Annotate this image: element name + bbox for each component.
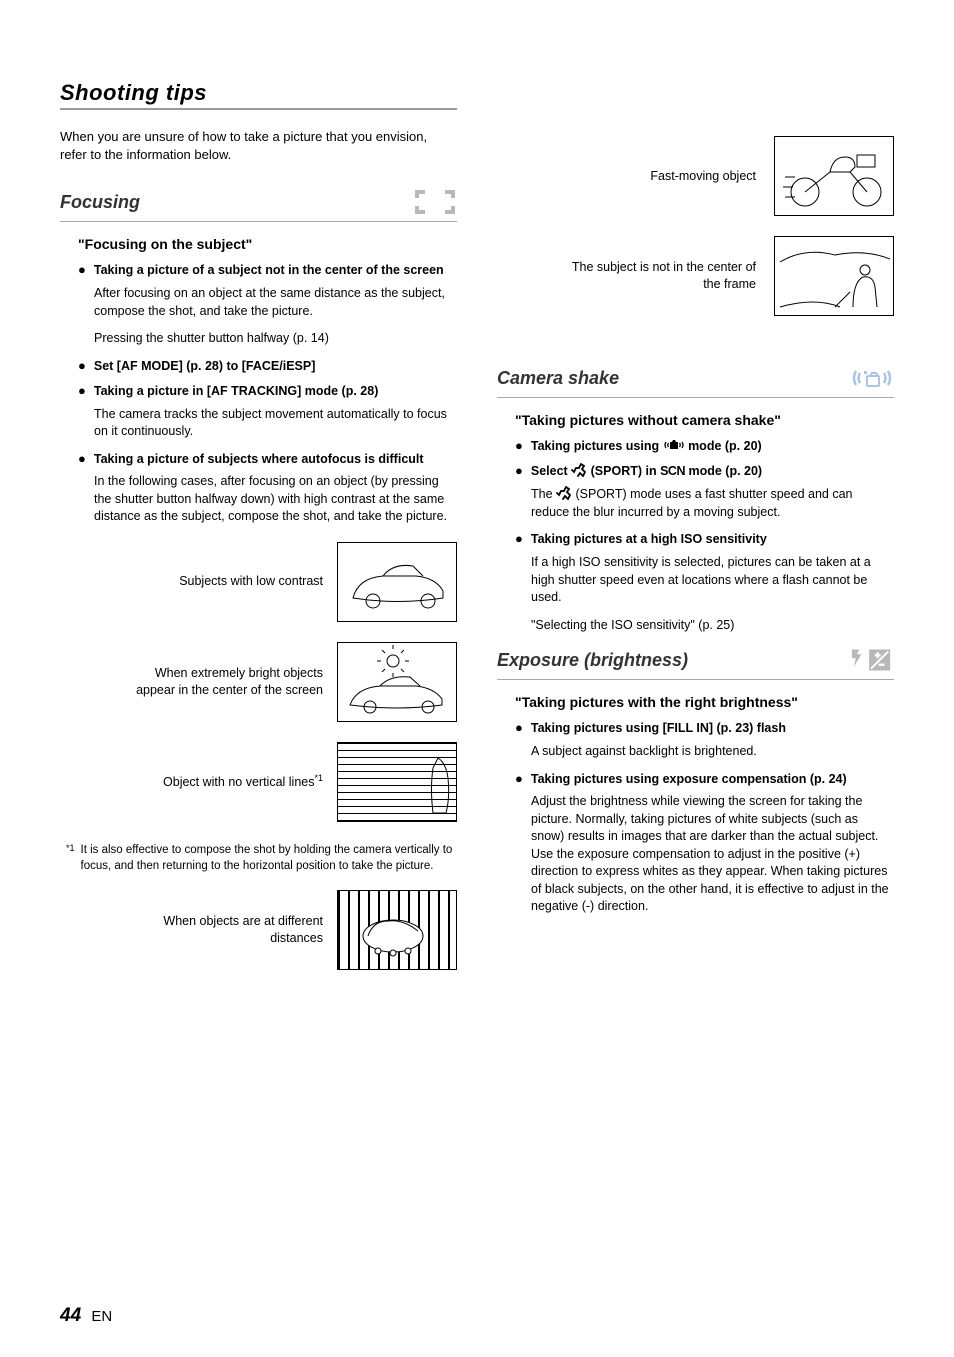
- image-stabilization-mode-icon: [663, 438, 685, 455]
- body-text: Adjust the brightness while viewing the …: [531, 793, 894, 916]
- car-sun-illustration: [337, 642, 457, 722]
- illustration-row: Fast-moving object: [497, 136, 894, 216]
- body-text: The (SPORT) mode uses a fast shutter spe…: [531, 486, 894, 521]
- page-lang: EN: [91, 1308, 112, 1325]
- focusing-sub: "Focusing on the subject": [78, 236, 457, 252]
- page-number: 44: [60, 1305, 81, 1326]
- exposure-heading: Exposure (brightness): [497, 650, 688, 671]
- illustration-row: When extremely bright objects appear in …: [60, 642, 457, 722]
- illustration-row: Subjects with low contrast: [60, 542, 457, 622]
- focusing-heading: Focusing: [60, 192, 140, 213]
- bullet: ●Set [AF MODE] (p. 28) to [FACE/iESP]: [78, 358, 457, 375]
- illus-caption: When extremely bright objects appear in …: [123, 665, 323, 699]
- camera-shake-icon: [850, 362, 894, 394]
- illus-caption: When objects are at different distances: [123, 913, 323, 947]
- focus-brackets-icon: [413, 186, 457, 218]
- bullet: ●Taking pictures using exposure compensa…: [515, 771, 894, 788]
- illus-caption: Fast-moving object: [650, 168, 756, 185]
- body-text: If a high ISO sensitivity is selected, p…: [531, 554, 894, 607]
- offcenter-illustration: [774, 236, 894, 316]
- intro-text: When you are unsure of how to take a pic…: [60, 128, 457, 164]
- cage-illustration: [337, 890, 457, 970]
- body-text: "Selecting the ISO sensitivity" (p. 25): [531, 617, 894, 635]
- illus-caption: The subject is not in the center of the …: [556, 259, 756, 293]
- sport-mode-icon: [556, 486, 572, 504]
- bullet: ● Taking pictures using mode (p. 20): [515, 438, 894, 455]
- horizontal-lines-illustration: [337, 742, 457, 822]
- bullet: ● Select (SPORT) in SCN mode (p. 20): [515, 463, 894, 480]
- body-text: In the following cases, after focusing o…: [94, 473, 457, 526]
- illustration-row: Object with no vertical lines*1: [60, 742, 457, 822]
- body-text: A subject against backlight is brightene…: [531, 743, 894, 761]
- illustration-row: The subject is not in the center of the …: [497, 236, 894, 316]
- body-text: Pressing the shutter button halfway (p. …: [94, 330, 457, 348]
- motorcycle-illustration: [774, 136, 894, 216]
- sport-mode-icon: [571, 463, 587, 480]
- footnote: *1 It is also effective to compose the s…: [66, 842, 457, 874]
- illustration-row: When objects are at different distances: [60, 890, 457, 970]
- scn-mode-label: SCN: [660, 463, 685, 480]
- illus-caption: Object with no vertical lines*1: [163, 772, 323, 791]
- page-footer: 44 EN: [60, 1305, 112, 1327]
- shake-sub: "Taking pictures without camera shake": [515, 412, 894, 428]
- bullet: ●Taking pictures at a high ISO sensitivi…: [515, 531, 894, 548]
- exposure-heading-row: Exposure (brightness): [497, 644, 894, 680]
- body-text: After focusing on an object at the same …: [94, 285, 457, 320]
- bullet: ●Taking a picture in [AF TRACKING] mode …: [78, 383, 457, 400]
- shake-heading-row: Camera shake: [497, 362, 894, 398]
- exposure-sub: "Taking pictures with the right brightne…: [515, 694, 894, 710]
- bullet: ●Taking a picture of a subject not in th…: [78, 262, 457, 279]
- bullet: ●Taking a picture of subjects where auto…: [78, 451, 457, 468]
- shake-heading: Camera shake: [497, 368, 619, 389]
- exposure-icon: [850, 644, 894, 676]
- illus-caption: Subjects with low contrast: [179, 573, 323, 590]
- focusing-heading-row: Focusing: [60, 186, 457, 222]
- main-heading: Shooting tips: [60, 80, 457, 110]
- bullet: ●Taking pictures using [FILL IN] (p. 23)…: [515, 720, 894, 737]
- car-illustration: [337, 542, 457, 622]
- body-text: The camera tracks the subject movement a…: [94, 406, 457, 441]
